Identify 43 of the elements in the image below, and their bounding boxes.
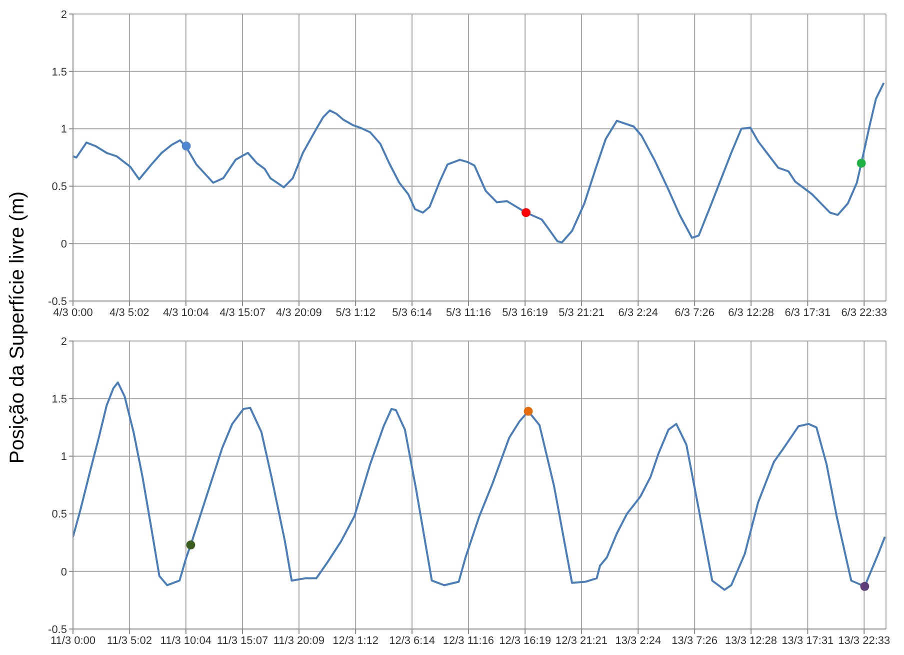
x-tick-label: 5/3 16:19 [502,306,548,319]
y-tick-label: 1 [60,451,67,464]
x-tick-label: 11/3 15:07 [216,634,268,647]
x-tick-label: 6/3 17:31 [784,306,831,319]
x-tick-label: 5/3 1:12 [336,306,376,319]
x-tick-label: 11/3 0:00 [50,634,96,647]
x-tick-label: 5/3 6:14 [392,306,432,319]
y-tick-label: 0 [60,566,67,578]
y-tick-label: -0.5 [48,624,67,636]
x-tick-label: 13/3 17:31 [782,634,834,647]
x-tick-label: 6/3 12:28 [728,306,774,319]
x-tick-label: 12/3 11:16 [442,634,494,647]
y-tick-label: 0.5 [52,508,67,521]
x-tick-label: 5/3 11:16 [446,306,492,319]
y-tick-label: 0 [60,238,67,251]
x-tick-label: 4/3 10:04 [162,306,209,319]
x-tick-label: 11/3 10:04 [160,634,212,647]
y-tick-label: 1.5 [52,394,67,406]
x-tick-label: 13/3 12:28 [725,634,778,647]
y-tick-label: 1.5 [52,66,67,78]
x-tick-label: 6/3 7:26 [674,306,714,319]
y-axis-title: Posição da Superfície livre (m) [6,191,30,464]
x-tick-label: 13/3 7:26 [672,634,718,647]
x-tick-label: 11/3 20:09 [273,634,325,647]
x-tick-label: 4/3 0:00 [53,306,93,319]
x-tick-label: 6/3 22:33 [841,306,888,319]
x-tick-label: 5/3 21:21 [558,306,604,319]
x-tick-label: 13/3 2:24 [615,634,662,647]
y-tick-label: 2 [60,336,67,348]
y-tick-label: -0.5 [48,296,67,308]
y-tick-label: 0.5 [52,181,67,194]
y-tick-label: 1 [60,124,67,136]
x-tick-label: 12/3 6:14 [389,634,435,647]
x-tick-label: 13/3 22:33 [838,634,890,647]
x-tick-label: 4/3 20:09 [276,306,322,319]
x-tick-label: 4/3 5:02 [110,306,150,319]
x-tick-label: 12/3 1:12 [332,634,379,647]
x-tick-label: 12/3 16:19 [499,634,552,647]
x-tick-label: 12/3 21:21 [556,634,608,647]
x-tick-label: 6/3 2:24 [618,306,658,319]
y-tick-label: 2 [60,8,67,21]
x-tick-label: 4/3 15:07 [220,306,266,319]
x-tick-label: 11/3 5:02 [106,634,152,647]
